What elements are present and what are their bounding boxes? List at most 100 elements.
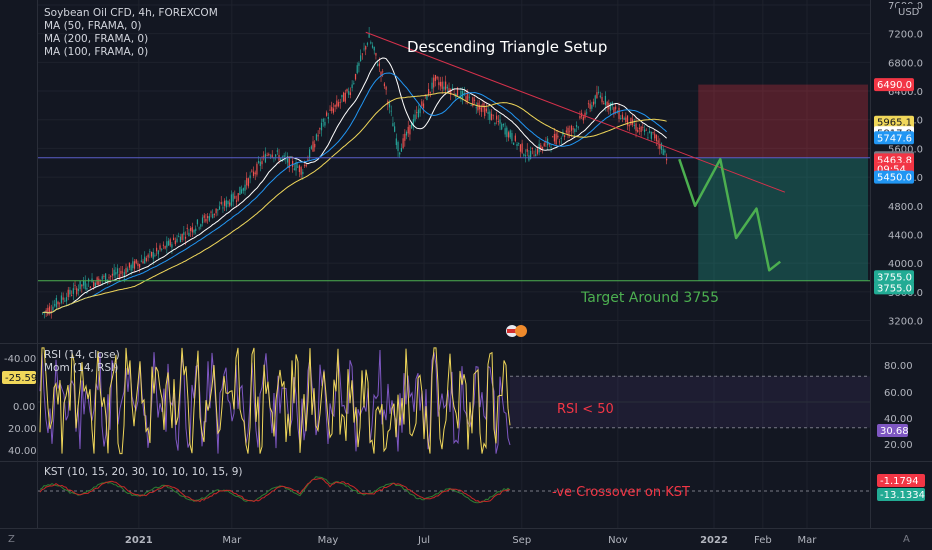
candle-body	[205, 218, 207, 222]
candle-body	[295, 162, 297, 171]
indicator-ma50[interactable]: MA (50, FRAMA, 0)	[44, 20, 142, 32]
candle-body	[315, 134, 318, 140]
candle-body	[178, 235, 180, 237]
candle-body	[521, 143, 523, 153]
candle-body	[519, 144, 522, 152]
rsi-panel	[38, 347, 870, 455]
candle-body	[213, 213, 216, 215]
candle-body	[400, 147, 403, 152]
candle-body	[530, 150, 532, 159]
indicator-ma100[interactable]: MA (100, FRAMA, 0)	[44, 46, 148, 58]
candle-body	[456, 87, 459, 96]
candle-body	[195, 228, 197, 231]
candle-body	[431, 82, 433, 89]
candle-body	[484, 107, 486, 116]
candle-body	[434, 74, 437, 81]
candle-body	[122, 271, 124, 273]
candle-body	[524, 155, 527, 157]
kst-annotation: -ve Crossover on KST	[552, 485, 690, 500]
candle-body	[460, 90, 462, 99]
price-badge	[874, 170, 914, 184]
price-badge	[874, 281, 914, 295]
candle-body	[354, 73, 357, 80]
currency-label[interactable]: USD	[896, 4, 920, 18]
candle-body	[57, 301, 59, 305]
candle-body	[162, 244, 165, 246]
candle-body	[42, 312, 44, 314]
candle-body	[159, 245, 161, 250]
candle-body	[428, 89, 430, 96]
projection-path	[678, 157, 781, 272]
candle-body	[116, 268, 119, 274]
candle-body	[334, 104, 336, 107]
auto-scale-icon[interactable]: A	[903, 534, 910, 545]
events-flags[interactable]	[506, 325, 527, 337]
kst-title[interactable]: KST (10, 15, 20, 30, 10, 10, 10, 15, 9)	[44, 466, 242, 478]
candle-body	[229, 202, 231, 206]
candle-body	[518, 143, 520, 144]
candle-body	[572, 128, 574, 130]
candle-body	[346, 89, 348, 92]
candle-body	[467, 93, 469, 101]
candle-body	[541, 146, 544, 150]
candle-body	[244, 184, 246, 191]
candle-body	[543, 143, 545, 147]
candle-body	[89, 286, 91, 289]
rsi-annotation: RSI < 50	[557, 402, 614, 417]
currency-text: USD	[898, 7, 920, 18]
candle-body	[193, 229, 195, 233]
candle-body	[548, 143, 550, 145]
candle-body	[201, 217, 204, 224]
candle-body	[535, 154, 537, 157]
candle-body	[292, 160, 294, 167]
candle-body	[200, 224, 202, 227]
take-profit-zone	[698, 157, 868, 281]
candle-body	[303, 165, 306, 167]
rsi-right-tick: 60.00	[884, 388, 913, 399]
candle-body	[246, 177, 248, 186]
candle-body	[339, 101, 341, 103]
price-tick: 4400.0	[888, 230, 923, 241]
timezone-icon[interactable]: Z	[8, 534, 15, 545]
candle-body	[450, 89, 452, 95]
candle-body	[419, 108, 421, 114]
candle-body	[560, 138, 562, 139]
candle-body	[256, 163, 258, 175]
candle-body	[93, 281, 95, 287]
time-axis[interactable]: 2021 Mar May Jul Sep Nov 2022 Feb Mar	[125, 535, 817, 546]
earnings-icon[interactable]	[515, 325, 527, 337]
candle-body	[263, 155, 265, 157]
candle-body	[54, 304, 56, 306]
candle-body	[361, 53, 363, 55]
candle-body	[331, 106, 333, 111]
candle-body	[164, 246, 166, 249]
candle-body	[378, 63, 380, 67]
indicator-ma200[interactable]: MA (200, FRAMA, 0)	[44, 33, 148, 45]
candle-body	[582, 116, 584, 121]
candle-body	[540, 145, 542, 151]
candle-body	[365, 46, 367, 50]
candle-body	[276, 150, 278, 152]
candle-body	[356, 65, 358, 74]
mom-badge-text: -25.59	[5, 373, 37, 384]
rsi-title[interactable]: RSI (14, close)	[44, 349, 120, 361]
chart-title: Soybean Oil CFD, 4h, FOREXCOM	[44, 7, 218, 19]
candle-body	[654, 133, 656, 139]
candle-body	[596, 92, 598, 98]
candle-body	[496, 115, 498, 120]
candle-body	[314, 143, 316, 148]
candle-body	[485, 108, 488, 112]
candle-body	[169, 239, 171, 246]
candle-body	[86, 287, 88, 290]
candle-body	[218, 206, 221, 210]
candle-body	[101, 276, 103, 280]
mom-title[interactable]: Mom (14, RSI)	[44, 362, 118, 374]
candle-body	[358, 63, 360, 66]
candle-body	[470, 105, 472, 107]
candle-body	[526, 149, 528, 152]
candle-body	[625, 117, 627, 123]
candle-body	[397, 142, 399, 151]
candle-body	[453, 93, 455, 95]
kst-line	[39, 477, 511, 504]
candle-body	[72, 288, 74, 294]
